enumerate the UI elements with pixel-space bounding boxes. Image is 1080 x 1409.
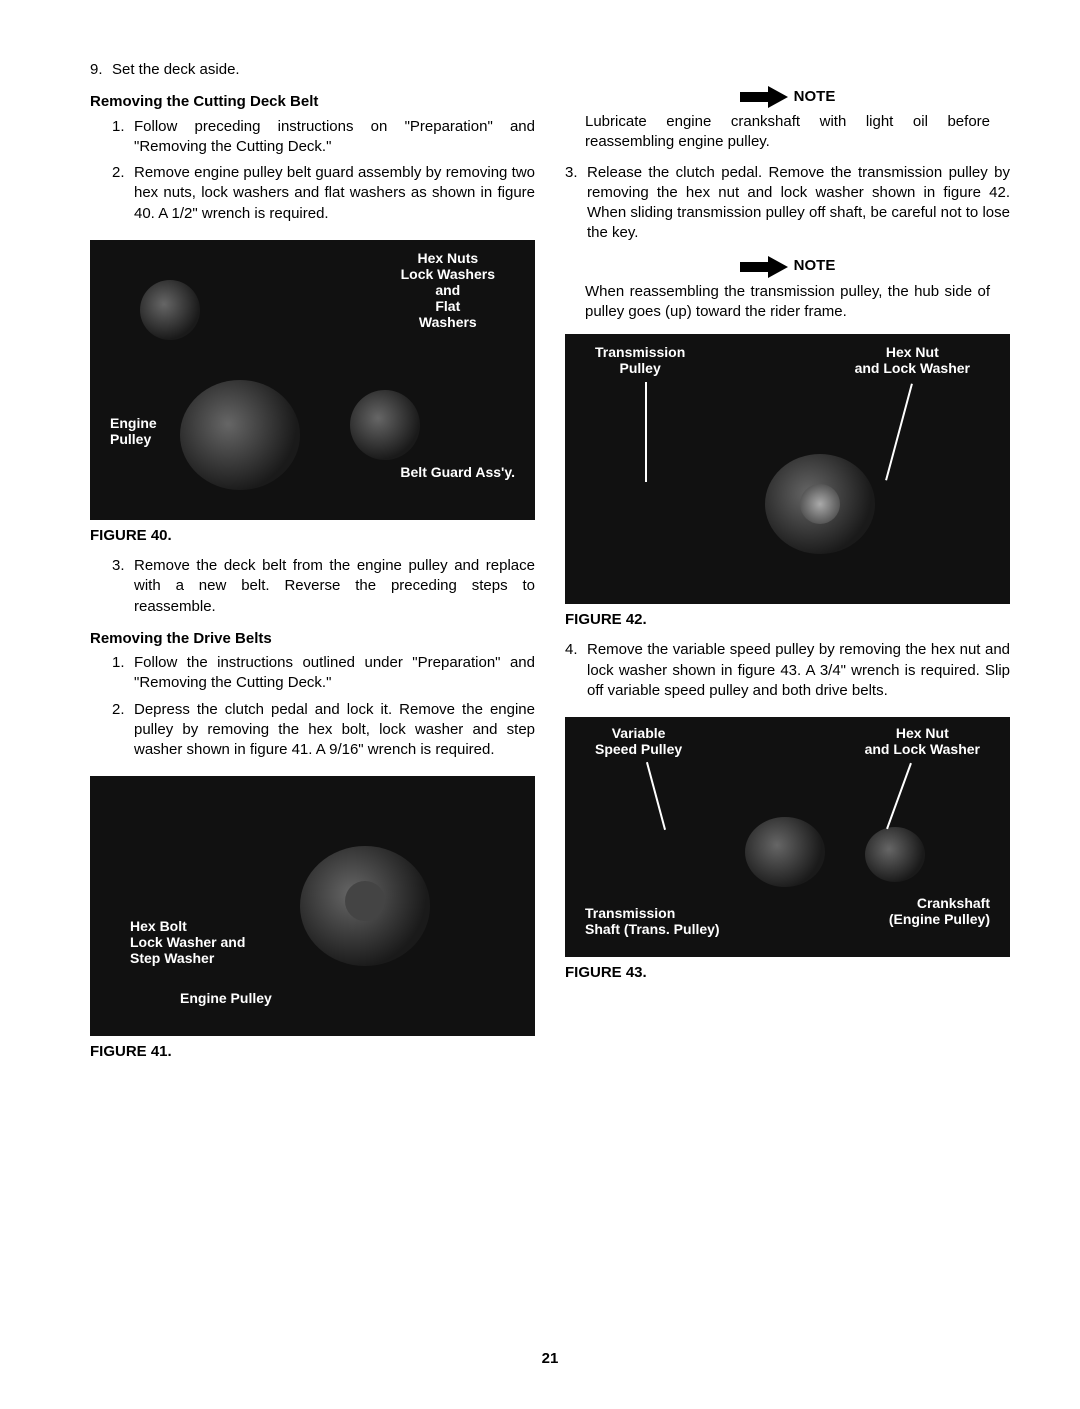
figure-caption: FIGURE 41. bbox=[90, 1042, 535, 1062]
item-text: Depress the clutch pedal and lock it. Re… bbox=[134, 700, 535, 761]
figure-caption: FIGURE 43. bbox=[565, 963, 1010, 983]
list-item: 9. Set the deck aside. bbox=[90, 60, 535, 80]
item-text: Remove the deck belt from the engine pul… bbox=[134, 556, 535, 617]
figure-caption: FIGURE 40. bbox=[90, 526, 535, 546]
list-item: 1. Follow the instructions outlined unde… bbox=[112, 653, 535, 694]
note-body: When reassembling the transmission pulle… bbox=[585, 282, 990, 323]
note-heading: NOTE bbox=[565, 256, 1010, 278]
figure-40: Hex NutsLock WashersandFlatWashers Engin… bbox=[90, 240, 535, 520]
item-number: 2. bbox=[112, 163, 134, 224]
figure-label: TransmissionPulley bbox=[595, 344, 685, 376]
item-number: 3. bbox=[112, 556, 134, 617]
figure-label: Belt Guard Ass'y. bbox=[400, 464, 515, 480]
note-label: NOTE bbox=[794, 87, 836, 107]
note-heading: NOTE bbox=[565, 86, 1010, 108]
note-body: Lubricate engine crankshaft with light o… bbox=[585, 112, 990, 153]
item-text: Set the deck aside. bbox=[112, 60, 535, 80]
page-number: 21 bbox=[90, 1349, 1010, 1369]
list-item: 3. Remove the deck belt from the engine … bbox=[112, 556, 535, 617]
figure-label: Hex Nutand Lock Washer bbox=[855, 344, 970, 376]
item-text: Release the clutch pedal. Remove the tra… bbox=[587, 163, 1010, 244]
note-label: NOTE bbox=[794, 256, 836, 276]
figure-label: TransmissionShaft (Trans. Pulley) bbox=[585, 905, 720, 937]
item-number: 4. bbox=[565, 640, 587, 701]
right-column: NOTE Lubricate engine crankshaft with li… bbox=[565, 60, 1010, 1339]
list-item: 3. Release the clutch pedal. Remove the … bbox=[565, 163, 1010, 244]
figure-label: Hex BoltLock Washer andStep Washer bbox=[130, 918, 245, 966]
figure-43: VariableSpeed Pulley Hex Nutand Lock Was… bbox=[565, 717, 1010, 957]
item-text: Follow preceding instructions on "Prepar… bbox=[134, 117, 535, 158]
figure-label: EnginePulley bbox=[110, 415, 157, 447]
arrow-right-icon bbox=[740, 86, 788, 108]
left-column: 9. Set the deck aside. Removing the Cutt… bbox=[90, 60, 535, 1339]
item-text: Remove the variable speed pulley by remo… bbox=[587, 640, 1010, 701]
sub-list: 1. Follow preceding instructions on "Pre… bbox=[112, 117, 535, 230]
item-text: Follow the instructions outlined under "… bbox=[134, 653, 535, 694]
list-item: 1. Follow preceding instructions on "Pre… bbox=[112, 117, 535, 158]
item-number: 9. bbox=[90, 60, 112, 80]
item-number: 3. bbox=[565, 163, 587, 244]
list-item: 4. Remove the variable speed pulley by r… bbox=[565, 640, 1010, 701]
item-number: 2. bbox=[112, 700, 134, 761]
list-item: 2. Depress the clutch pedal and lock it.… bbox=[112, 700, 535, 761]
figure-label: VariableSpeed Pulley bbox=[595, 725, 682, 757]
item-number: 1. bbox=[112, 117, 134, 158]
arrow-right-icon bbox=[740, 256, 788, 278]
list-item: 2. Remove engine pulley belt guard assem… bbox=[112, 163, 535, 224]
figure-41: Hex BoltLock Washer andStep Washer Engin… bbox=[90, 776, 535, 1036]
figure-label: Engine Pulley bbox=[180, 990, 272, 1006]
figure-label: Hex NutsLock WashersandFlatWashers bbox=[401, 250, 495, 330]
item-text: Remove engine pulley belt guard assembly… bbox=[134, 163, 535, 224]
page: 9. Set the deck aside. Removing the Cutt… bbox=[0, 0, 1080, 1409]
columns: 9. Set the deck aside. Removing the Cutt… bbox=[90, 60, 1010, 1339]
sub-list: 1. Follow the instructions outlined unde… bbox=[112, 653, 535, 766]
figure-caption: FIGURE 42. bbox=[565, 610, 1010, 630]
sub-list: 3. Remove the deck belt from the engine … bbox=[112, 556, 535, 623]
section-heading: Removing the Cutting Deck Belt bbox=[90, 92, 535, 112]
figure-42: TransmissionPulley Hex Nutand Lock Washe… bbox=[565, 334, 1010, 604]
section-heading: Removing the Drive Belts bbox=[90, 629, 535, 649]
figure-label: Hex Nutand Lock Washer bbox=[865, 725, 980, 757]
figure-label: Crankshaft(Engine Pulley) bbox=[889, 895, 990, 927]
item-number: 1. bbox=[112, 653, 134, 694]
